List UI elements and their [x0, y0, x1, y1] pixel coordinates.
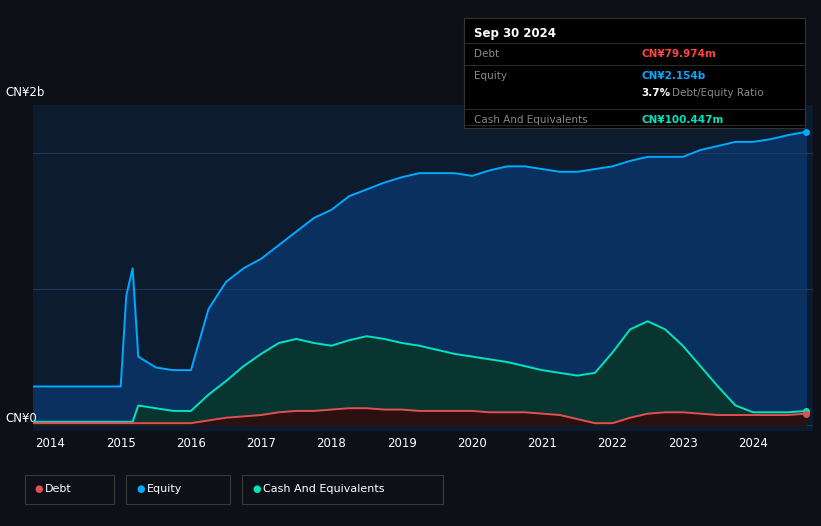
Text: ●: ●	[136, 484, 144, 494]
Text: Sep 30 2024: Sep 30 2024	[474, 27, 556, 40]
Text: CN¥2.154b: CN¥2.154b	[641, 71, 705, 81]
Text: ●: ●	[252, 484, 260, 494]
Text: 3.7%: 3.7%	[641, 88, 670, 98]
Text: Equity: Equity	[147, 484, 182, 494]
Text: Debt: Debt	[45, 484, 72, 494]
Text: CN¥79.974m: CN¥79.974m	[641, 49, 716, 59]
Text: CN¥100.447m: CN¥100.447m	[641, 115, 723, 125]
Text: ●: ●	[34, 484, 43, 494]
Text: Cash And Equivalents: Cash And Equivalents	[474, 115, 587, 125]
Text: CN¥0: CN¥0	[6, 412, 37, 425]
Text: Debt: Debt	[474, 49, 499, 59]
Text: Equity: Equity	[474, 71, 507, 81]
Text: Cash And Equivalents: Cash And Equivalents	[263, 484, 384, 494]
Text: Debt/Equity Ratio: Debt/Equity Ratio	[672, 88, 764, 98]
Text: CN¥2b: CN¥2b	[6, 86, 45, 99]
